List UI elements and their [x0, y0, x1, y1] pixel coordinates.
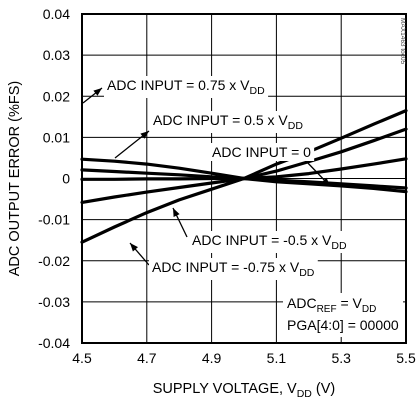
- series-group: [80, 108, 408, 244]
- x-axis-label-prefix: SUPPLY VOLTAGE, V: [153, 381, 297, 397]
- y-tick-label: 0.02: [43, 88, 70, 104]
- series-label-background: [149, 258, 318, 280]
- conditions-line-1: ADCREF = VDD: [287, 295, 376, 315]
- series-label-text: ADC INPUT = 0: [212, 144, 311, 160]
- leader-arrowhead: [173, 208, 180, 217]
- conditions-adc: ADC: [287, 295, 317, 311]
- series-label: ADC INPUT = 0: [212, 144, 311, 160]
- plot-frame: [81, 13, 407, 344]
- y-tick-label: -0.02: [38, 253, 70, 269]
- x-axis-label: SUPPLY VOLTAGE, VDD (V): [153, 381, 336, 400]
- series-label-background: [150, 111, 307, 133]
- x-axis-label-suffix: (V): [312, 381, 335, 397]
- x-tick-label: 5.1: [267, 350, 287, 366]
- leader-arrowhead: [93, 88, 102, 96]
- x-tick-label: 4.9: [202, 350, 222, 366]
- tick-labels: 0.04 0.03 0.02 0.01 0 -0.01 -0.02 -0.03 -0.044.5…: [38, 6, 416, 366]
- series-label-sub: DD: [299, 267, 315, 279]
- series-line: [80, 157, 408, 194]
- side-note: MAX1463 toc05: [399, 18, 406, 65]
- series-label-background: [209, 143, 315, 161]
- series-label-sub: DD: [288, 120, 304, 132]
- x-axis-label-sub: DD: [297, 388, 313, 400]
- leader-arrowhead: [130, 243, 138, 252]
- conditions-dd-sub: DD: [362, 304, 376, 315]
- y-tick-label: -0.04: [38, 335, 70, 351]
- conditions-background: [283, 293, 403, 337]
- conditions-eq: = V: [337, 295, 363, 311]
- series-label-text: ADC INPUT = -0.75 x V: [152, 259, 300, 275]
- y-tick-label: 0.01: [43, 129, 70, 145]
- series-label-text: ADC INPUT = 0.5 x V: [153, 112, 288, 128]
- conditions-line-2: PGA[4:0] = 00000: [287, 317, 399, 333]
- series-label-background: [189, 231, 350, 253]
- series-label-background: [104, 76, 269, 98]
- leader-arrowhead: [140, 131, 149, 139]
- series-label-text: ADC INPUT = 0.75 x V: [107, 77, 250, 93]
- series-label: ADC INPUT = 0.75 x VDD: [107, 77, 265, 97]
- conditions-box: ADCREF = VDD PGA[4:0] = 00000: [283, 293, 403, 337]
- series-label: ADC INPUT = -0.5 x VDD: [192, 232, 347, 252]
- series-label-text: ADC INPUT = -0.5 x V: [192, 232, 332, 248]
- series-label: ADC INPUT = 0.5 x VDD: [153, 112, 303, 132]
- x-tick-label: 4.7: [137, 350, 157, 366]
- annotation-leaders: [82, 87, 331, 266]
- conditions-ref-sub: REF: [317, 304, 337, 315]
- series-label-sub: DD: [331, 240, 347, 252]
- series-label: ADC INPUT = -0.75 x VDD: [152, 259, 315, 279]
- series-label-sub: DD: [250, 85, 266, 97]
- x-tick-label: 5.5: [396, 350, 416, 366]
- x-tick-label: 4.5: [72, 350, 92, 366]
- y-tick-label: 0: [62, 171, 70, 187]
- y-tick-label: -0.03: [38, 294, 70, 310]
- leader-arrowhead: [321, 177, 330, 186]
- y-tick-label: 0.04: [43, 6, 70, 22]
- y-tick-label: 0.03: [43, 47, 70, 63]
- x-tick-label: 5.3: [331, 350, 351, 366]
- y-axis-label: ADC OUTPUT ERROR (%FS): [7, 81, 23, 277]
- y-tick-label: -0.01: [38, 212, 70, 228]
